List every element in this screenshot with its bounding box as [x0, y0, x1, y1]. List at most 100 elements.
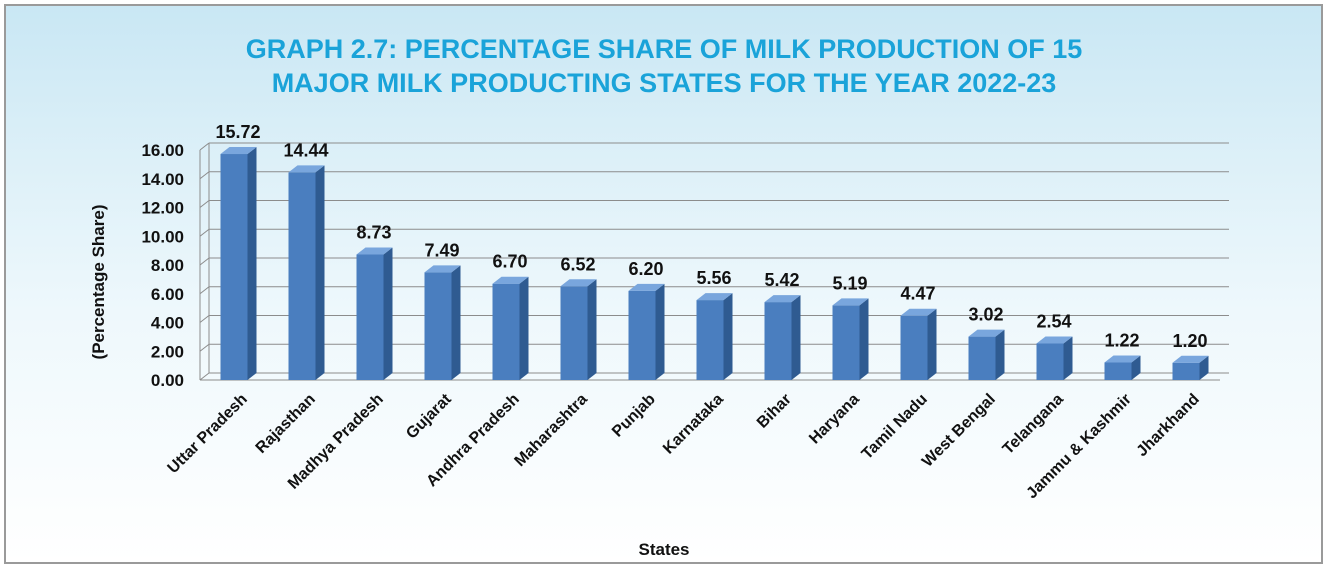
data-label: 14.44	[283, 140, 328, 160]
bar-6	[628, 283, 665, 380]
gridline-diagonal	[199, 142, 210, 151]
bars	[220, 147, 1209, 380]
data-label: 1.20	[1172, 331, 1207, 351]
data-label: 6.70	[492, 252, 527, 272]
y-tick-label: 6.00	[151, 285, 184, 304]
gridline-diagonal	[199, 372, 210, 381]
bar-front	[560, 286, 588, 380]
bar-side	[519, 276, 529, 380]
bar-9	[832, 298, 869, 380]
data-label: 15.72	[215, 122, 260, 142]
category-label: Punjab	[609, 391, 659, 441]
y-tick-label: 4.00	[151, 314, 184, 333]
bar-3	[424, 265, 461, 380]
bar-front	[628, 290, 656, 380]
bar-side	[383, 247, 393, 380]
category-label: Jharkhand	[1134, 391, 1203, 460]
gridline-diagonal	[199, 286, 210, 295]
data-label: 8.73	[356, 223, 391, 243]
bar-front	[968, 336, 996, 380]
bar-front	[1172, 362, 1200, 380]
bar-top	[1172, 355, 1209, 363]
bar-front	[1104, 362, 1132, 380]
bar-side	[1063, 336, 1073, 380]
bar-top	[220, 147, 257, 155]
bar-front	[356, 254, 384, 380]
bar-1	[288, 165, 325, 380]
bar-side	[1131, 355, 1141, 380]
bar-front	[1036, 343, 1064, 380]
bar-side	[587, 279, 597, 380]
data-label: 2.54	[1036, 311, 1071, 331]
data-labels: 15.72 14.44 8.73 7.49 6.70 6.52 6.20 5.56 5.42 5.…	[215, 122, 1207, 351]
bar-14	[1172, 355, 1209, 380]
bar-side	[927, 308, 937, 380]
data-label: 5.42	[764, 270, 799, 290]
data-label: 6.20	[628, 259, 663, 279]
data-label: 7.49	[424, 240, 459, 260]
chart-title-line-2: MAJOR MILK PRODUCTING STATES FOR THE YEA…	[272, 68, 1057, 98]
bar-front	[900, 315, 928, 380]
bar-side	[451, 265, 461, 380]
bar-front	[764, 302, 792, 380]
y-tick-label: 12.00	[141, 199, 184, 218]
category-label: Gujarat	[403, 390, 455, 442]
y-tick-label: 14.00	[141, 170, 184, 189]
bar-11	[968, 329, 1005, 380]
bar-front	[832, 305, 860, 380]
bar-side	[859, 298, 869, 380]
bar-top	[900, 308, 937, 316]
bar-side	[791, 295, 801, 380]
category-label: Haryana	[806, 391, 863, 448]
bar-5	[560, 279, 597, 380]
category-label: Rajasthan	[253, 391, 319, 457]
y-tick-label: 0.00	[151, 371, 184, 390]
gridline-diagonal	[199, 343, 210, 352]
bar-front	[288, 172, 316, 380]
data-label: 4.47	[900, 284, 935, 304]
bar-front	[424, 272, 452, 380]
bar-top	[764, 295, 801, 303]
bar-12	[1036, 336, 1073, 380]
bar-2	[356, 247, 393, 380]
bar-10	[900, 308, 937, 380]
gridline-diagonal	[199, 257, 210, 266]
data-label: 5.56	[696, 268, 731, 288]
bar-top	[356, 247, 393, 255]
category-label: Bihar	[754, 391, 795, 432]
bar-side	[247, 147, 257, 380]
y-tick-label: 2.00	[151, 342, 184, 361]
bar-top	[628, 283, 665, 291]
bar-side	[315, 165, 325, 380]
bar-top	[1036, 336, 1073, 344]
bar-0	[220, 147, 257, 380]
category-label: Tamil Nadu	[859, 391, 931, 463]
bar-top	[832, 298, 869, 306]
bar-top	[560, 279, 597, 287]
bar-8	[764, 295, 801, 380]
bar-top	[288, 165, 325, 173]
bar-top	[492, 276, 529, 284]
bar-top	[1104, 355, 1141, 363]
bar-4	[492, 276, 529, 380]
bar-front	[492, 283, 520, 380]
data-label: 6.52	[560, 254, 595, 274]
y-tick-label: 16.00	[141, 141, 184, 160]
gridline-diagonal	[199, 200, 210, 208]
category-label: Uttar Pradesh	[165, 391, 251, 477]
category-label: Telangana	[1000, 391, 1067, 458]
y-tick-label: 10.00	[141, 227, 184, 246]
gridline-diagonal	[199, 171, 210, 180]
bar-side	[723, 293, 733, 380]
y-axis-ticks: 0.00 2.00 4.00 6.00 8.00 10.00 12.00 14.00 16.00	[141, 141, 184, 390]
bar-side	[655, 283, 665, 380]
bar-top	[968, 329, 1005, 337]
bar-top	[696, 293, 733, 301]
chart-title-line-1: GRAPH 2.7: PERCENTAGE SHARE OF MILK PROD…	[246, 34, 1083, 64]
bar-front	[220, 154, 248, 380]
data-label: 3.02	[968, 305, 1003, 325]
bar-7	[696, 293, 733, 380]
x-axis-title: States	[638, 540, 689, 559]
